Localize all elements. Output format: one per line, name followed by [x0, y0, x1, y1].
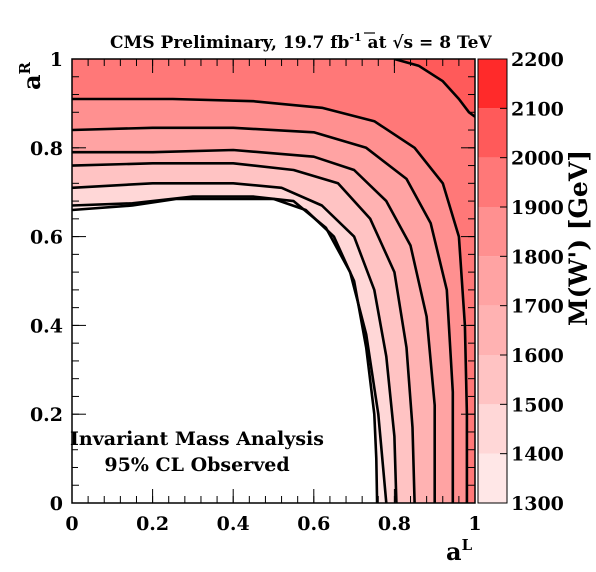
- x-axis-title: aL: [446, 536, 473, 566]
- color-bar-band-1600: [478, 305, 507, 355]
- annotation-line-1: Invariant Mass Analysis: [70, 428, 324, 450]
- z-axis-title: M(W') [GeV]: [564, 150, 593, 326]
- contour-line-1600: [72, 162, 416, 503]
- z-tick-label-3: 1600: [511, 345, 564, 367]
- y-tick-label-2: 0.4: [30, 315, 63, 337]
- color-bar-band-2000: [478, 108, 507, 158]
- contour-line-1500: [72, 182, 398, 503]
- sqrt-symbol: √: [392, 33, 404, 53]
- plot-frame: [71, 58, 476, 504]
- color-bar-band-1800: [478, 207, 507, 257]
- title-sqrt-s: s: [404, 33, 414, 53]
- contour-band-1700: [72, 59, 475, 503]
- x-tick-label-2: 0.4: [217, 513, 250, 535]
- color-bar-band-1300: [478, 453, 507, 503]
- color-bar-band-1500: [478, 355, 507, 405]
- x-tick-label-0: 0: [65, 513, 78, 535]
- z-tick-label-6: 1900: [511, 197, 564, 219]
- title-superscript: -1: [349, 31, 361, 44]
- y-tick-label-3: 0.6: [30, 227, 63, 249]
- z-tick-label-5: 1800: [511, 246, 564, 268]
- chart-title: CMS Preliminary, 19.7 fb-1 at √s = 8 TeV: [110, 31, 492, 53]
- y-tick-label-4: 0.8: [30, 138, 63, 160]
- y-tick-label-5: 1: [50, 49, 63, 71]
- contour-line-2000: [394, 59, 475, 118]
- color-bar-ticks: 1300 1400 1500 1600 1700 1800 1900 2000 2100 2200: [500, 49, 564, 515]
- color-bar: [478, 59, 507, 503]
- x-tick-label-4: 0.8: [378, 513, 411, 535]
- z-tick-label-8: 2100: [511, 98, 564, 120]
- x-tick-label-5: 1: [468, 513, 481, 535]
- color-bar-frame: [477, 58, 508, 504]
- z-tick-label-9: 2200: [511, 49, 564, 71]
- x-tick-label-1: 0.2: [136, 513, 169, 535]
- color-bar-band-1900: [478, 157, 507, 207]
- color-bar-band-1700: [478, 256, 507, 306]
- annotation-line-2: 95% CL Observed: [104, 454, 289, 476]
- z-tick-label-2: 1500: [511, 394, 564, 416]
- z-tick-label-4: 1700: [511, 296, 564, 318]
- contour-band-2000: [394, 59, 475, 117]
- x-tick-label-3: 0.6: [297, 513, 330, 535]
- y-axis-title: aR: [16, 61, 46, 90]
- contour-band-1900: [72, 59, 475, 503]
- contour-line-1400: [72, 195, 388, 503]
- contour-lines: [72, 59, 475, 503]
- z-tick-label-0: 1300: [511, 493, 564, 515]
- axes: 0 0.2 0.4 0.6 0.8 1 0 0.2 0.4 0.6 0.8 1: [30, 49, 482, 535]
- contour-line-1800: [72, 126, 455, 503]
- z-tick-label-7: 2000: [511, 148, 564, 170]
- contour-line-1700: [72, 148, 436, 503]
- y-tick-label-0: 0: [50, 493, 63, 515]
- annotation-background: [78, 424, 322, 480]
- color-bar-band-1400: [478, 404, 507, 454]
- contour-line-1900: [72, 97, 469, 503]
- z-tick-label-1: 1400: [511, 444, 564, 466]
- y-tick-label-1: 0.2: [30, 404, 63, 426]
- plot-area: [72, 59, 475, 503]
- color-bar-band-2100: [478, 59, 507, 109]
